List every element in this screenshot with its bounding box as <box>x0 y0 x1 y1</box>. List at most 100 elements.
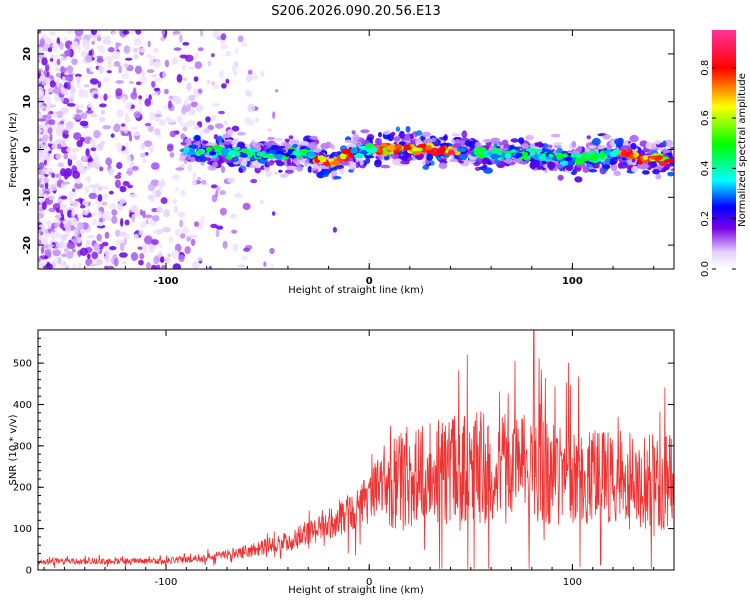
spectrogram-cell <box>167 253 171 257</box>
spectrogram-cell <box>164 88 169 95</box>
spectrogram-cell <box>211 115 217 121</box>
spectrogram-cell <box>91 41 95 45</box>
spectrogram-cell <box>246 120 256 126</box>
spectrogram-cell <box>48 183 58 192</box>
spectrogram-cell <box>130 252 139 261</box>
spectrogram-cell <box>272 111 276 119</box>
spectrogram-cell <box>189 234 198 239</box>
spectrogram-cell <box>72 155 77 161</box>
spectrogram-cell <box>477 148 484 154</box>
spectrogram-cell <box>111 54 115 60</box>
spectrogram-cell <box>247 69 253 75</box>
spectrogram-cell <box>394 144 403 149</box>
spectrogram-cell <box>65 49 72 57</box>
spectrogram-cell <box>173 56 178 65</box>
spectrogram-cell <box>210 223 218 229</box>
spectrogram-cell <box>152 215 160 222</box>
spectrogram-cell <box>510 138 519 143</box>
spectrogram-cell <box>38 129 43 133</box>
spectrogram-cell <box>96 143 104 151</box>
spectrogram-cell <box>77 213 82 220</box>
spectrogram-cell <box>124 219 130 226</box>
spectrogram-cell <box>63 130 69 135</box>
spectrogram-cell <box>146 93 150 98</box>
spectrogram-cell <box>179 233 186 239</box>
spectrogram-cell <box>274 171 279 175</box>
spectrogram-cell <box>271 141 276 146</box>
spectrogram-cell <box>196 256 203 262</box>
spectrogram-cell <box>43 114 48 120</box>
snr-x-tick-label: 100 <box>563 577 582 588</box>
spectrogram-cell <box>263 141 274 147</box>
spectrogram-cell <box>313 170 318 174</box>
spectrogram-cell <box>172 30 181 35</box>
spectrogram-cell <box>421 131 432 138</box>
spectrogram-cell <box>246 150 256 157</box>
spectrogram-cell <box>219 70 224 79</box>
spectrogram-cell <box>49 104 56 108</box>
spectrogram-cell <box>45 63 50 72</box>
spectrogram-cell <box>207 60 212 67</box>
spectrogram-cell <box>49 80 56 88</box>
spectrogram-cell <box>272 211 276 216</box>
spectrogram-cell <box>133 37 142 46</box>
spectrogram-cell <box>224 50 232 57</box>
spectrogram-cell <box>276 160 285 167</box>
spectrogram-cell <box>449 158 459 163</box>
spectrogram-cell <box>88 50 93 56</box>
spectrogram-cell <box>352 134 360 142</box>
spectrogram-cell <box>63 127 72 132</box>
spectrogram-cell <box>184 123 190 128</box>
spectrogram-cell <box>178 254 185 262</box>
spectrogram-cell <box>186 151 197 156</box>
spectrogram-cell <box>330 144 335 150</box>
spectrogram-cell <box>88 192 98 200</box>
spectrogram-cell <box>219 207 227 216</box>
spectrogram-cell <box>38 47 44 54</box>
spectrogram-cell <box>62 181 70 185</box>
spectrogram-cell <box>586 135 591 140</box>
spectrogram-cell <box>60 168 67 177</box>
spectrogram-cell <box>266 153 275 159</box>
spectrogram-cell <box>72 170 81 179</box>
spectrogram-cell <box>137 97 142 106</box>
spectrogram-cell <box>92 35 98 42</box>
spectrogram-cell <box>61 76 66 82</box>
spectrogram-cell <box>50 113 58 118</box>
spectrogram-cell <box>299 140 310 146</box>
spectrogram-cell <box>161 264 167 269</box>
spectrogram-cell <box>642 155 649 161</box>
spectrogram-cell <box>171 249 180 259</box>
colorbar-label: Normalized spectral amplitude <box>737 73 748 227</box>
spectrogram-cell <box>628 153 635 160</box>
spectrogram-cell <box>232 243 239 252</box>
spectrogram-cell <box>225 78 230 84</box>
spectrogram-cell <box>667 171 674 177</box>
spectrogram-cell <box>116 202 124 211</box>
spectrogram-cell <box>101 185 109 190</box>
spectrogram-cell <box>80 50 88 58</box>
spectrogram-cell <box>48 119 54 125</box>
spectrogram-cell <box>146 53 152 59</box>
spectrogram-cell <box>202 140 209 144</box>
spectrogram-cell <box>180 133 186 140</box>
snr-y-tick-label: 100 <box>13 524 32 535</box>
spectrogram-cell <box>57 162 65 168</box>
spectrogram-cell <box>150 55 156 60</box>
spectrogram-cell <box>85 89 89 99</box>
spectrogram-cell <box>95 222 105 227</box>
spectrogram-cells <box>38 30 674 269</box>
spectrogram-cell <box>516 152 523 158</box>
spectrogram-cell <box>144 98 151 107</box>
spectrogram-cell <box>263 261 267 267</box>
spectrogram-cell <box>196 176 201 181</box>
spectrogram-cell <box>234 193 243 198</box>
spectrogram-cell <box>151 239 159 245</box>
spectrogram-cell <box>531 159 541 168</box>
spectrogram-cell <box>193 125 200 130</box>
spectrogram-cell <box>115 80 125 84</box>
spectrogram-cell <box>547 161 556 170</box>
spectrogram-cell <box>255 164 262 169</box>
spectrogram-cell <box>60 195 68 200</box>
spectrogram-cell <box>664 159 674 163</box>
